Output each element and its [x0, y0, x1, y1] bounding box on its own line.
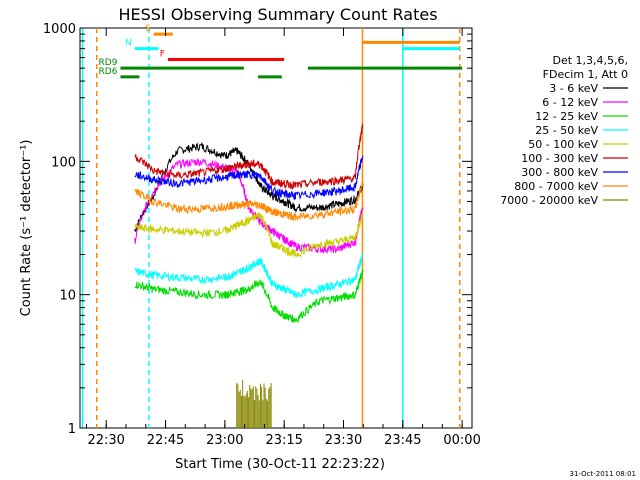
series-0: [134, 141, 364, 232]
x-axis-label: Start Time (30-Oct-11 22:23:22): [175, 457, 385, 472]
series-2: [134, 269, 364, 324]
timestamp: 31-Oct-2011 08:01: [570, 470, 636, 478]
legend-label-7: 800 - 7000 keV: [514, 180, 598, 193]
x-tick-label-6: 00:00: [443, 433, 480, 448]
flag-label-1: N: [125, 39, 132, 49]
plot-frame: [79, 27, 473, 429]
y-tick-label-3: 1000: [43, 22, 76, 37]
legend-label-6: 300 - 800 keV: [521, 166, 598, 179]
x-tick-label-4: 23:30: [325, 433, 362, 448]
x-tick-label-5: 23:45: [384, 433, 421, 448]
series-6: [134, 155, 364, 200]
series-8: [236, 379, 272, 428]
x-tick-label-1: 22:45: [147, 433, 184, 448]
series-4: [134, 211, 364, 259]
series-5-line: [134, 123, 364, 190]
flag-label-4: RD6: [99, 67, 118, 77]
x-tick-label-2: 23:00: [206, 433, 243, 448]
chart-title: HESSI Observing Summary Count Rates: [118, 5, 437, 24]
x-tick-label-0: 22:30: [87, 433, 124, 448]
series-3: [134, 252, 364, 299]
series-5: [134, 123, 364, 190]
legend-label-1: 6 - 12 keV: [542, 96, 598, 109]
legend-label-5: 100 - 300 keV: [521, 152, 598, 165]
series-7-line: [134, 180, 364, 221]
series-3-line: [134, 252, 364, 299]
series-2-line: [134, 269, 364, 324]
flag-label-3: RD9: [99, 58, 118, 68]
legend-title-line-1: Det 1,3,4,5,6,: [552, 54, 628, 67]
flag-label-2: F: [160, 50, 165, 60]
y-tick-label-1: 10: [59, 289, 76, 304]
x-tick-label-3: 23:15: [265, 433, 302, 448]
series-0-line: [134, 141, 364, 232]
y-tick-label-2: 100: [51, 155, 76, 170]
legend-label-8: 7000 - 20000 keV: [500, 194, 598, 207]
series-4-line: [134, 211, 364, 259]
series-6-line: [134, 155, 364, 200]
y-axis-label: Count Rate (s⁻¹ detector⁻¹): [19, 140, 34, 317]
legend-label-0: 3 - 6 keV: [549, 82, 598, 95]
legend-label-3: 25 - 50 keV: [535, 124, 598, 137]
flag-label-0: S: [145, 24, 151, 34]
legend-title-line-2: FDecim 1, Att 0: [543, 68, 628, 81]
series-7: [134, 180, 364, 221]
y-tick-label-0: 1: [68, 422, 76, 437]
legend-label-4: 50 - 100 keV: [528, 138, 598, 151]
legend-label-2: 12 - 25 keV: [535, 110, 598, 123]
